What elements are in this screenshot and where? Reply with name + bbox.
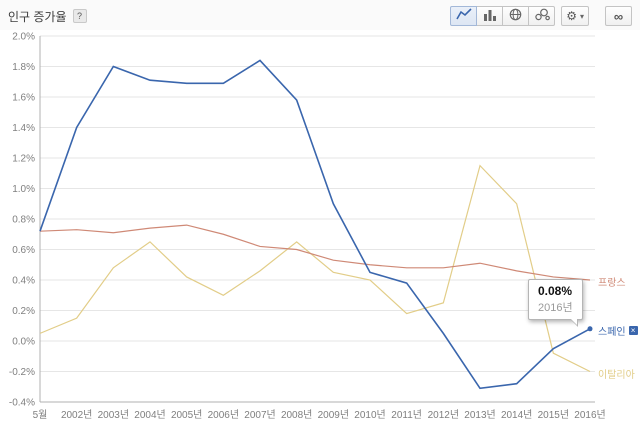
x-tick-label: 2016년 xyxy=(574,409,605,421)
x-tick-label: 2005년 xyxy=(171,409,202,421)
chart-canvas[interactable]: 2.0% 1.8% 1.6% 1.4% 1.2% 1.0% 0.8% 0.6% 0.4% 0.2%… xyxy=(0,30,640,422)
series-endpoint[interactable] xyxy=(587,326,593,332)
settings-button[interactable]: ⚙ ▾ xyxy=(561,6,589,26)
x-tick-label: 2009년 xyxy=(318,409,349,421)
caret-down-icon: ▾ xyxy=(579,11,584,21)
y-tick-label: 0.4% xyxy=(12,276,35,287)
line-chart-button[interactable] xyxy=(450,6,478,26)
y-tick-label: 0.2% xyxy=(12,306,35,317)
y-tick-label: 0.8% xyxy=(12,215,35,226)
y-tick-label: 1.6% xyxy=(12,93,35,104)
page-title: 인구 증가율 xyxy=(8,9,67,24)
x-tick-label: 2003년 xyxy=(98,409,129,421)
bubble-chart-button[interactable] xyxy=(528,6,556,26)
y-tick-label: -0.4% xyxy=(9,398,35,409)
series-line xyxy=(39,224,591,281)
x-tick-label: 2013년 xyxy=(464,409,495,421)
series-line xyxy=(39,59,591,390)
y-tick-label: 1.8% xyxy=(12,62,35,73)
x-tick-label: 2010년 xyxy=(354,409,385,421)
toolbar-buttons: ⚙ ▾ ∞ xyxy=(450,6,632,26)
x-tick-label: 2002년 xyxy=(61,409,92,421)
tooltip-value: 0.08% xyxy=(538,283,573,298)
line-chart-icon xyxy=(456,8,472,24)
x-tick-label: 5월 xyxy=(33,409,48,421)
x-tick-label: 2007년 xyxy=(244,409,275,421)
bar-chart-icon xyxy=(482,8,498,24)
x-tick-label: 2008년 xyxy=(281,409,312,421)
x-tick-label: 2006년 xyxy=(208,409,239,421)
bar-chart-button[interactable] xyxy=(476,6,504,26)
y-tick-label: 2.0% xyxy=(12,32,35,43)
y-tick-label: 0.6% xyxy=(12,245,35,256)
link-icon: ∞ xyxy=(613,8,624,24)
help-icon[interactable]: ? xyxy=(72,9,87,23)
link-button[interactable]: ∞ xyxy=(605,6,632,26)
series-label-spain[interactable]: 스페인 × xyxy=(598,323,638,338)
y-tick-label: 1.4% xyxy=(12,123,35,134)
series-label-italy[interactable]: 이탈리아 xyxy=(598,369,635,381)
y-tick-label: -0.2% xyxy=(9,367,35,378)
close-icon[interactable]: × xyxy=(628,325,638,335)
toolbar: 인구 증가율 ? xyxy=(0,0,640,30)
y-tick-label: 1.0% xyxy=(12,184,35,195)
bubble-chart-icon xyxy=(534,8,550,24)
x-tick-label: 2011년 xyxy=(391,409,422,421)
x-tick-label: 2012년 xyxy=(428,409,459,421)
chart-area: 2.0% 1.8% 1.6% 1.4% 1.2% 1.0% 0.8% 0.6% 0.4% 0.2%… xyxy=(0,30,640,422)
series-line xyxy=(39,164,591,373)
x-tick-label: 2004년 xyxy=(134,409,165,421)
title-area: 인구 증가율 ? xyxy=(8,8,87,25)
chart-type-group xyxy=(450,6,556,26)
gear-icon: ⚙ xyxy=(566,9,577,23)
tooltip: 0.08% 2016년 xyxy=(528,278,583,327)
tooltip-year: 2016년 xyxy=(538,301,573,314)
map-chart-button[interactable] xyxy=(502,6,530,26)
globe-icon xyxy=(508,8,523,24)
series-label-spain-text: 스페인 xyxy=(598,326,626,338)
x-tick-label: 2015년 xyxy=(538,409,569,421)
series-label-france[interactable]: 프랑스 xyxy=(598,278,626,289)
x-tick-label: 2014년 xyxy=(501,409,532,421)
y-tick-label: 0.0% xyxy=(12,337,35,348)
y-tick-label: 1.2% xyxy=(12,154,35,165)
